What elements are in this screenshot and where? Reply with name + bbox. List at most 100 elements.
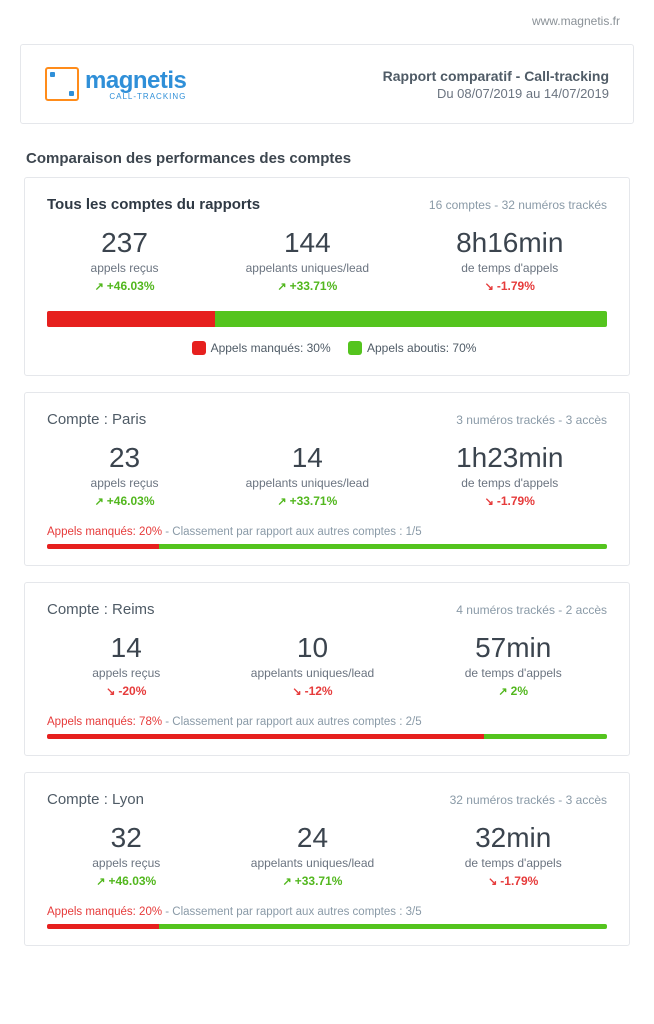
legend-missed: Appels manqués: 30% — [211, 341, 331, 355]
metric-trend: ↗2% — [465, 684, 562, 698]
metric-value: 24 — [251, 822, 374, 854]
metric: 1h23min de temps d'appels ↘-1.79% — [456, 442, 563, 508]
metric-label: appels reçus — [92, 666, 160, 680]
metric-trend: ↘-12% — [251, 684, 374, 698]
trend-down-icon: ↘ — [485, 280, 494, 293]
metric-value: 144 — [246, 227, 369, 259]
swatch-missed — [192, 341, 206, 355]
footer-bar-success — [484, 734, 607, 739]
metric-trend: ↘-1.79% — [456, 494, 563, 508]
summary-legend: Appels manqués: 30% Appels aboutis: 70% — [47, 341, 607, 355]
account-title: Compte : Paris — [47, 411, 146, 428]
trend-up-icon: ↗ — [95, 280, 104, 293]
trend-down-icon: ↘ — [106, 685, 115, 698]
account-footer-text: Appels manqués: 78% - Classement par rap… — [47, 716, 607, 728]
header-right: Rapport comparatif - Call-tracking Du 08… — [383, 68, 609, 101]
metric-trend: ↗+46.03% — [91, 279, 159, 293]
metric: 8h16min de temps d'appels ↘-1.79% — [456, 227, 563, 293]
summary-bar — [47, 311, 607, 327]
metric: 57min de temps d'appels ↗2% — [465, 632, 562, 698]
metric-value: 32 — [92, 822, 160, 854]
metric-value: 237 — [91, 227, 159, 259]
logo: magnetis CALL-TRACKING — [45, 67, 186, 101]
account-subtitle: 3 numéros trackés - 3 accès — [456, 413, 607, 427]
account-card: Compte : Paris 3 numéros trackés - 3 acc… — [24, 392, 630, 566]
metric-value: 32min — [465, 822, 562, 854]
summary-metrics: 237 appels reçus ↗+46.03% 144 appelants … — [47, 227, 607, 293]
account-footer-bar — [47, 924, 607, 929]
report-title: Rapport comparatif - Call-tracking — [383, 68, 609, 84]
report-date-range: Du 08/07/2019 au 14/07/2019 — [383, 86, 609, 101]
trend-up-icon: ↗ — [95, 495, 104, 508]
metric-trend: ↗+46.03% — [92, 874, 160, 888]
metric-label: appels reçus — [92, 856, 160, 870]
summary-title: Tous les comptes du rapports — [47, 196, 260, 213]
trend-up-icon: ↗ — [498, 685, 507, 698]
trend-up-icon: ↗ — [277, 280, 286, 293]
bar-success — [215, 311, 607, 327]
footer-bar-success — [159, 924, 607, 929]
trend-up-icon: ↗ — [277, 495, 286, 508]
trend-down-icon: ↘ — [292, 685, 301, 698]
account-card: Compte : Lyon 32 numéros trackés - 3 acc… — [24, 772, 630, 946]
logo-text: magnetis — [85, 67, 186, 95]
footer-bar-missed — [47, 924, 159, 929]
metric-label: de temps d'appels — [456, 476, 563, 490]
account-title: Compte : Reims — [47, 601, 155, 618]
metric-label: de temps d'appels — [465, 856, 562, 870]
trend-down-icon: ↘ — [485, 495, 494, 508]
metric: 32 appels reçus ↗+46.03% — [92, 822, 160, 888]
metric-value: 14 — [92, 632, 160, 664]
summary-subtitle: 16 comptes - 32 numéros trackés — [429, 198, 607, 212]
metric-trend: ↗+33.71% — [246, 279, 369, 293]
metric-label: de temps d'appels — [456, 261, 563, 275]
footer-bar-success — [159, 544, 607, 549]
footer-bar-missed — [47, 734, 484, 739]
metric-trend: ↗+33.71% — [246, 494, 369, 508]
metric-label: appelants uniques/lead — [251, 666, 374, 680]
trend-down-icon: ↘ — [488, 875, 497, 888]
metric-label: appelants uniques/lead — [246, 476, 369, 490]
metric-value: 1h23min — [456, 442, 563, 474]
logo-icon — [45, 67, 79, 101]
metric-trend: ↘-20% — [92, 684, 160, 698]
swatch-success — [348, 341, 362, 355]
metric-value: 8h16min — [456, 227, 563, 259]
bar-missed — [47, 311, 215, 327]
missed-highlight: Appels manqués: 78% — [47, 716, 162, 728]
missed-highlight: Appels manqués: 20% — [47, 526, 162, 538]
account-metrics: 14 appels reçus ↘-20% 10 appelants uniqu… — [47, 632, 607, 698]
legend-success: Appels aboutis: 70% — [367, 341, 476, 355]
metric-trend: ↘-1.79% — [465, 874, 562, 888]
metric-label: de temps d'appels — [465, 666, 562, 680]
account-subtitle: 32 numéros trackés - 3 accès — [450, 793, 607, 807]
account-metrics: 32 appels reçus ↗+46.03% 24 appelants un… — [47, 822, 607, 888]
metric: 32min de temps d'appels ↘-1.79% — [465, 822, 562, 888]
account-footer-bar — [47, 544, 607, 549]
metric-value: 57min — [465, 632, 562, 664]
metric: 14 appelants uniques/lead ↗+33.71% — [246, 442, 369, 508]
missed-highlight: Appels manqués: 20% — [47, 906, 162, 918]
metric-trend: ↗+33.71% — [251, 874, 374, 888]
metric-trend: ↗+46.03% — [91, 494, 159, 508]
metric: 14 appels reçus ↘-20% — [92, 632, 160, 698]
metric: 237 appels reçus ↗+46.03% — [91, 227, 159, 293]
header-card: magnetis CALL-TRACKING Rapport comparati… — [20, 44, 634, 124]
account-card: Compte : Reims 4 numéros trackés - 2 acc… — [24, 582, 630, 756]
metric-label: appels reçus — [91, 476, 159, 490]
account-footer-bar — [47, 734, 607, 739]
metric-trend: ↘-1.79% — [456, 279, 563, 293]
metric-value: 23 — [91, 442, 159, 474]
footer-bar-missed — [47, 544, 159, 549]
account-footer-text: Appels manqués: 20% - Classement par rap… — [47, 526, 607, 538]
trend-up-icon: ↗ — [283, 875, 292, 888]
section-title: Comparaison des performances des comptes — [10, 132, 644, 177]
summary-card: Tous les comptes du rapports 16 comptes … — [24, 177, 630, 376]
metric: 23 appels reçus ↗+46.03% — [91, 442, 159, 508]
metric-value: 10 — [251, 632, 374, 664]
metric: 144 appelants uniques/lead ↗+33.71% — [246, 227, 369, 293]
account-subtitle: 4 numéros trackés - 2 accès — [456, 603, 607, 617]
account-footer-text: Appels manqués: 20% - Classement par rap… — [47, 906, 607, 918]
account-title: Compte : Lyon — [47, 791, 144, 808]
metric: 24 appelants uniques/lead ↗+33.71% — [251, 822, 374, 888]
